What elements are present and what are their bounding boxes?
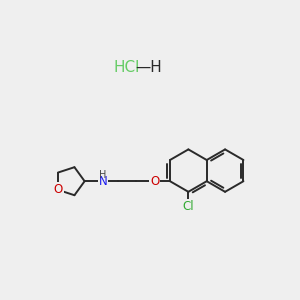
Text: O: O	[150, 175, 159, 188]
Text: —H: —H	[135, 60, 162, 75]
Text: Cl: Cl	[183, 200, 194, 213]
Text: N: N	[98, 175, 107, 188]
Text: O: O	[53, 183, 63, 196]
Text: H: H	[99, 170, 106, 180]
Text: HCl: HCl	[113, 60, 140, 75]
